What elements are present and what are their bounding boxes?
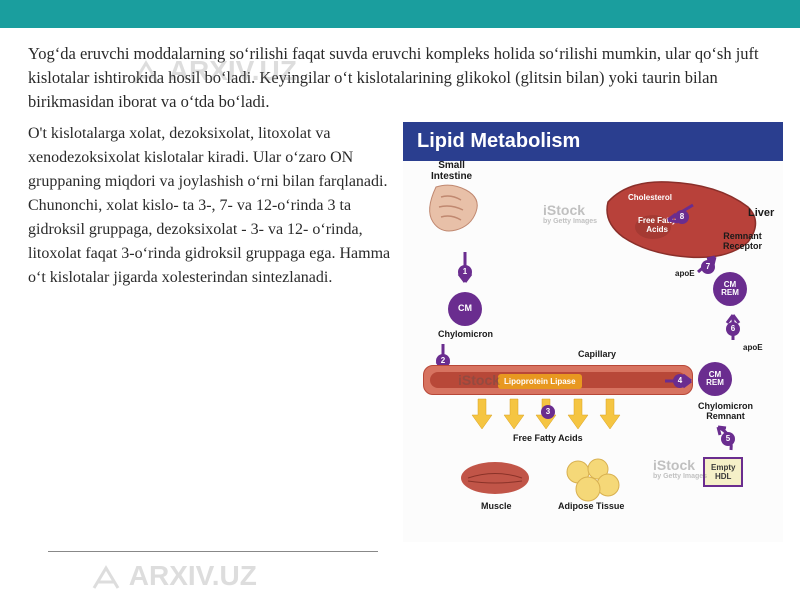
label-apoe4: apoE [743,344,763,353]
watermark-istock-3: iStock [653,457,695,473]
label-muscle: Muscle [481,502,512,512]
label-small-intestine: SmallIntestine [431,160,472,182]
divider-line [48,551,378,552]
lipid-metabolism-diagram: Lipid Metabolism SmallIntestine Liver Ch… [403,122,783,542]
lipo-lipase-label: Lipoprotein Lipase [498,374,582,389]
empty-hdl-box: EmptyHDL [703,457,743,487]
header-bar [0,0,800,28]
diagram-title: Lipid Metabolism [403,122,783,161]
muscle-icon [458,457,533,499]
watermark-istock-sub-3: by Getty Images [653,473,707,480]
arrow-num-1: 1 [458,265,472,279]
label-capillary: Capillary [578,350,616,360]
arrow-num-4: 4 [673,374,687,388]
arrow-num-7: 7 [701,260,715,274]
main-paragraph: Yogʻda eruvchi moddalarning soʻrilishi f… [0,28,800,122]
arrow-num-5: 5 [721,432,735,446]
label-ffa-bottom: Free Fatty Acids [513,434,583,444]
cm-rem-badge-2: CMREM [698,362,732,396]
arrow-num-6: 6 [726,322,740,336]
label-chylomicron: Chylomicron [438,330,493,340]
label-chylo-remnant: ChylomicronRemnant [698,402,753,422]
watermark-arxiv-2: ARXIV.UZ [90,560,257,592]
arrow-num-8: 8 [675,210,689,224]
content-row: O't kislotalarga xolat, dezoksixolat, li… [0,122,800,542]
watermark-istock-sub-1: by Getty Images [543,218,597,225]
label-apoe7: apoE [675,270,695,279]
cm-badge: CM [448,292,482,326]
label-remnant-receptor: RemnantReceptor [723,232,762,252]
watermark-istock-1: iStock [543,202,585,218]
second-paragraph: O't kislotalarga xolat, dezoksixolat, li… [28,122,403,542]
adipose-icon [563,457,623,502]
label-liver: Liver [748,207,774,219]
arrow-num-3: 3 [541,405,555,419]
label-adipose: Adipose Tissue [558,502,624,512]
small-intestine-icon [421,172,501,252]
cm-rem-badge-top: CMREM [713,272,747,306]
